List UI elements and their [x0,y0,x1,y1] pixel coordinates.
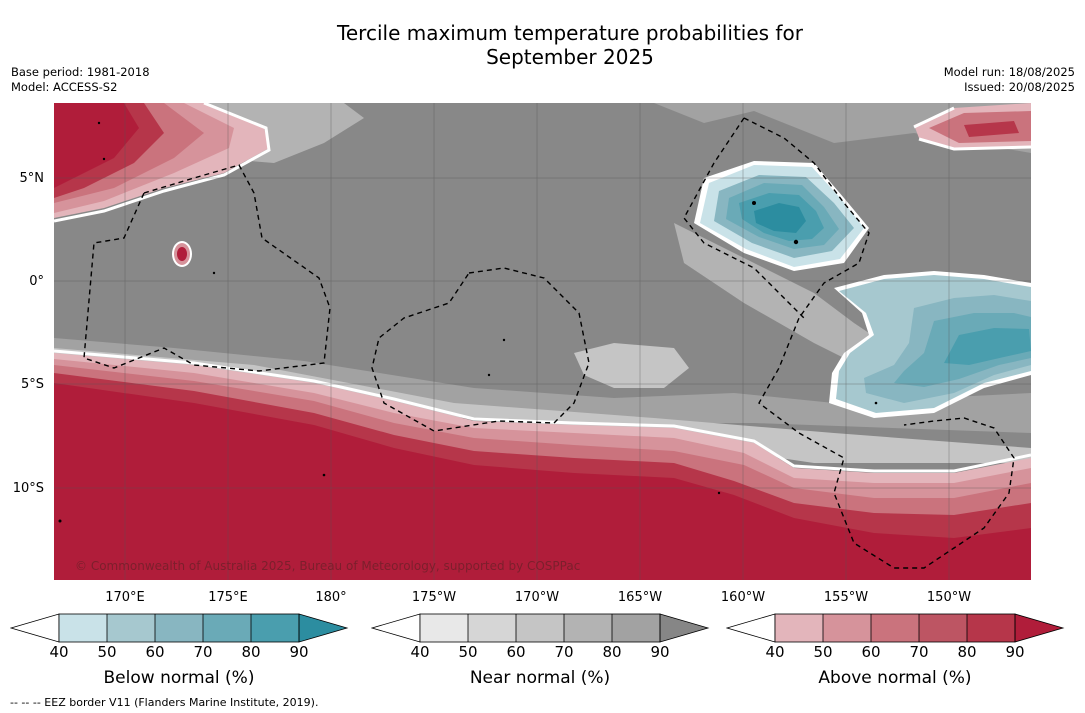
model-name: Model: ACCESS-S2 [11,80,118,94]
cb-below-tick-60: 60 [145,643,165,661]
cb-near-tick-80: 80 [602,643,622,661]
cb-above-tick-90: 90 [1005,643,1025,661]
lon-label-165w: 165°W [617,590,663,605]
cb-below-tick-90: 90 [289,643,309,661]
cb-above-tick-80: 80 [957,643,977,661]
near-normal-band-north [114,103,1031,153]
metadata-right: Model run: 18/08/2025 Issued: 20/08/2025 [944,65,1075,95]
lat-label-5n: 5°N [19,171,45,186]
colorbar-below-normal [10,613,349,643]
cb-near-tick-90: 90 [650,643,670,661]
gridlines [54,103,1031,580]
cb-above-tick-50: 50 [813,643,833,661]
cb-near-tick-40: 40 [410,643,430,661]
issued-date: Issued: 20/08/2025 [964,80,1075,94]
colorbar-near-normal [371,613,710,643]
lon-label-150w: 150°W [926,590,972,605]
near-normal-band-south-light [54,348,1031,463]
lon-label-160w: 160°W [720,590,766,605]
eez-legend-note: -- -- -- EEZ border V11 (Flanders Marine… [10,696,319,709]
cb-below-tick-70: 70 [193,643,213,661]
lat-label-5s: 5°S [20,377,44,392]
near-normal-light-patch [574,343,689,388]
cb-near-tick-50: 50 [458,643,478,661]
model-run: Model run: 18/08/2025 [943,65,1075,79]
cb-below-tick-80: 80 [241,643,261,661]
cb-above-tick-70: 70 [909,643,929,661]
metadata-left: Base period: 1981-2018 Model: ACCESS-S2 [11,65,150,95]
lon-label-175e: 175°E [208,590,248,605]
cb-above-tick-60: 60 [861,643,881,661]
cb-near-tick-60: 60 [506,643,526,661]
probability-map [54,103,1031,580]
colorbar-above-normal [726,613,1065,643]
lat-label-0: 0° [29,274,44,289]
lat-label-10s: 10°S [12,481,44,496]
cb-near-tick-70: 70 [554,643,574,661]
lon-label-155w: 155°W [823,590,869,605]
cb-above-title: Above normal (%) [818,668,972,688]
near-normal-band-south [54,338,1031,433]
cb-below-tick-40: 40 [49,643,69,661]
eez-borders [83,117,1015,569]
cb-below-tick-50: 50 [97,643,117,661]
lon-label-175w: 175°W [411,590,457,605]
map-title: Tercile maximum temperature probabilitie… [0,21,1085,69]
lon-label-170e: 170°E [105,590,145,605]
base-period: Base period: 1981-2018 [11,65,150,79]
copyright-credit: © Commonwealth of Australia 2025, Bureau… [75,559,581,573]
cb-near-title: Near normal (%) [469,668,611,688]
cb-above-tick-40: 40 [765,643,785,661]
title-line-1: Tercile maximum temperature probabilitie… [337,21,803,45]
lon-label-170w: 170°W [514,590,560,605]
lon-label-180: 180° [315,590,347,605]
cb-below-title: Below normal (%) [103,668,255,688]
islands [58,121,878,523]
title-line-2: September 2025 [486,45,654,69]
